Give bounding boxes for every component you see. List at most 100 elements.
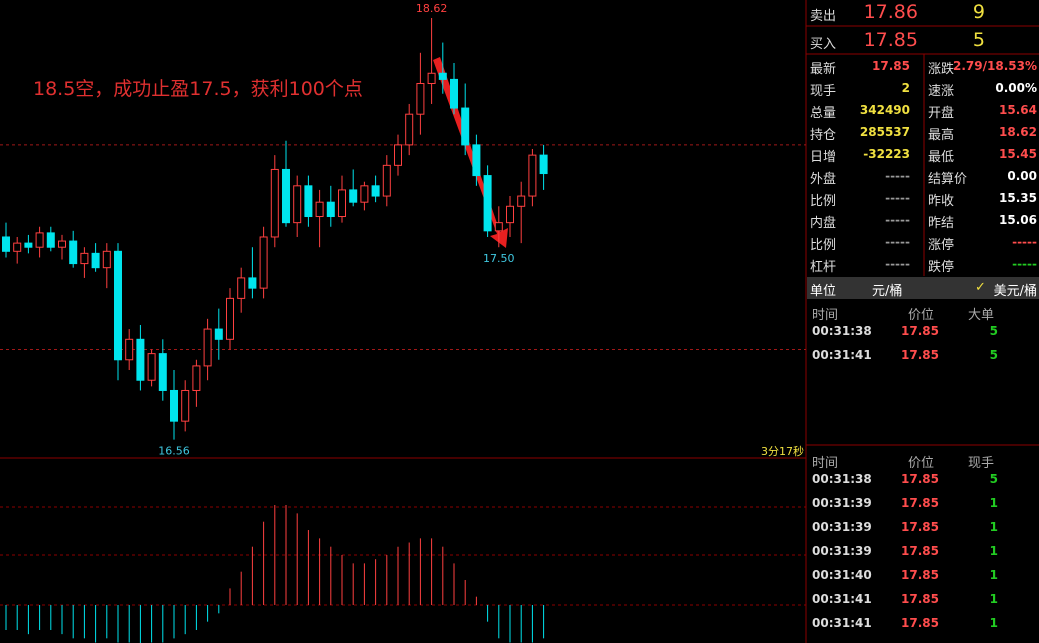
time: 00:31:38 xyxy=(812,472,872,486)
candle-body xyxy=(405,113,414,146)
candle-body xyxy=(226,297,234,340)
candle-body xyxy=(494,222,503,232)
stat-value: ----- xyxy=(1012,257,1037,271)
candle-body xyxy=(259,236,268,289)
time: 00:31:41 xyxy=(812,616,872,630)
col-header: 价位 xyxy=(908,456,935,471)
time: 00:31:41 xyxy=(812,348,872,362)
candle-body xyxy=(416,82,425,115)
stat-label: 比例 xyxy=(810,194,837,209)
candle-body xyxy=(371,185,380,197)
time: 00:31:39 xyxy=(812,520,872,534)
stat-label: 日增 xyxy=(810,150,837,165)
candle-body xyxy=(349,189,358,203)
stat-value: 15.45 xyxy=(999,147,1037,161)
candle-body xyxy=(270,168,279,238)
price: 17.85 xyxy=(901,472,939,486)
candle-body xyxy=(360,185,369,203)
candle-body xyxy=(35,232,44,248)
stat-label: 跌停 xyxy=(928,260,955,275)
price: 17.85 xyxy=(901,544,939,558)
candle-body xyxy=(203,328,212,367)
stat-value: 17.85 xyxy=(872,59,910,73)
candle-body xyxy=(192,365,201,391)
qty: 1 xyxy=(989,520,998,534)
candle-body xyxy=(24,242,33,248)
time: 00:31:40 xyxy=(812,568,872,582)
candle-body xyxy=(528,154,537,197)
candle-body xyxy=(181,389,190,422)
stat-label: 最新 xyxy=(810,62,837,77)
price: 17.85 xyxy=(901,348,939,362)
stat-value: 0.00 xyxy=(1007,169,1037,183)
arrow xyxy=(433,57,508,248)
order-qty: 9 xyxy=(972,1,985,23)
stat-value: 15.64 xyxy=(999,103,1037,117)
qty: 1 xyxy=(989,496,998,510)
order-label: 买入 xyxy=(810,37,837,52)
candle-body xyxy=(483,175,492,232)
timer: 3分17秒 xyxy=(761,444,804,458)
candle-body xyxy=(69,240,78,265)
price: 17.85 xyxy=(901,324,939,338)
candle-body xyxy=(248,277,257,289)
candle-body xyxy=(450,78,458,109)
stat-label: 昨结 xyxy=(928,216,955,231)
price-label: 16.56 xyxy=(158,445,190,458)
candle-body xyxy=(46,232,55,248)
stat-label: 比例 xyxy=(810,238,837,253)
col-header: 时间 xyxy=(812,308,839,323)
price: 17.85 xyxy=(901,592,939,606)
candle-body xyxy=(304,185,313,218)
stat-label: 持仓 xyxy=(810,128,837,143)
order-qty: 5 xyxy=(972,29,985,51)
candle-body xyxy=(427,72,436,84)
time: 00:31:38 xyxy=(812,324,872,338)
candle-body xyxy=(539,154,548,175)
unit-option[interactable]: 美元/桶 xyxy=(993,284,1037,299)
candle-body xyxy=(237,277,246,299)
col-header: 时间 xyxy=(812,456,839,471)
qty: 1 xyxy=(989,592,998,606)
stat-label: 杠杆 xyxy=(810,260,837,275)
order-price: 17.86 xyxy=(863,1,918,23)
candle-body xyxy=(438,72,447,80)
qty: 1 xyxy=(989,568,998,582)
time: 00:31:39 xyxy=(812,544,872,558)
candle-body xyxy=(13,242,22,252)
unit-option[interactable]: 元/桶 xyxy=(872,284,903,299)
stat-value: -32223 xyxy=(863,147,910,161)
order-price: 17.85 xyxy=(863,29,918,51)
candle-body xyxy=(315,201,324,218)
unit-bar xyxy=(807,277,1039,299)
candle-body xyxy=(326,201,335,218)
stat-label: 涨跌 xyxy=(928,62,955,77)
time: 00:31:39 xyxy=(812,496,872,510)
stat-value: 342490 xyxy=(859,103,910,117)
stat-label: 总量 xyxy=(810,106,837,121)
price: 17.85 xyxy=(901,568,939,582)
candle-body xyxy=(293,185,302,224)
candle-body xyxy=(80,252,89,265)
annotation: 18.5空，成功止盈17.5，获利100个点 xyxy=(33,78,363,100)
stat-label: 速涨 xyxy=(928,84,955,99)
candle-body xyxy=(394,144,402,166)
stat-label: 现手 xyxy=(810,84,837,99)
price-label: 18.62 xyxy=(416,2,448,15)
candle-body xyxy=(125,338,134,361)
stat-value: 18.62 xyxy=(999,125,1037,139)
stat-value: 15.35 xyxy=(999,191,1037,205)
stat-value: ----- xyxy=(885,191,910,205)
qty: 1 xyxy=(989,544,998,558)
stat-label: 最高 xyxy=(928,128,955,143)
stat-value: 2 xyxy=(901,81,910,95)
check: ✓ xyxy=(975,280,986,295)
stat-label: 昨收 xyxy=(928,194,955,209)
col-header: 价位 xyxy=(908,308,935,323)
qty: 5 xyxy=(989,472,998,486)
candle-body xyxy=(147,353,156,381)
candle-body xyxy=(338,189,346,218)
stat-label: 涨停 xyxy=(928,238,955,253)
price-label: 17.50 xyxy=(483,252,515,265)
